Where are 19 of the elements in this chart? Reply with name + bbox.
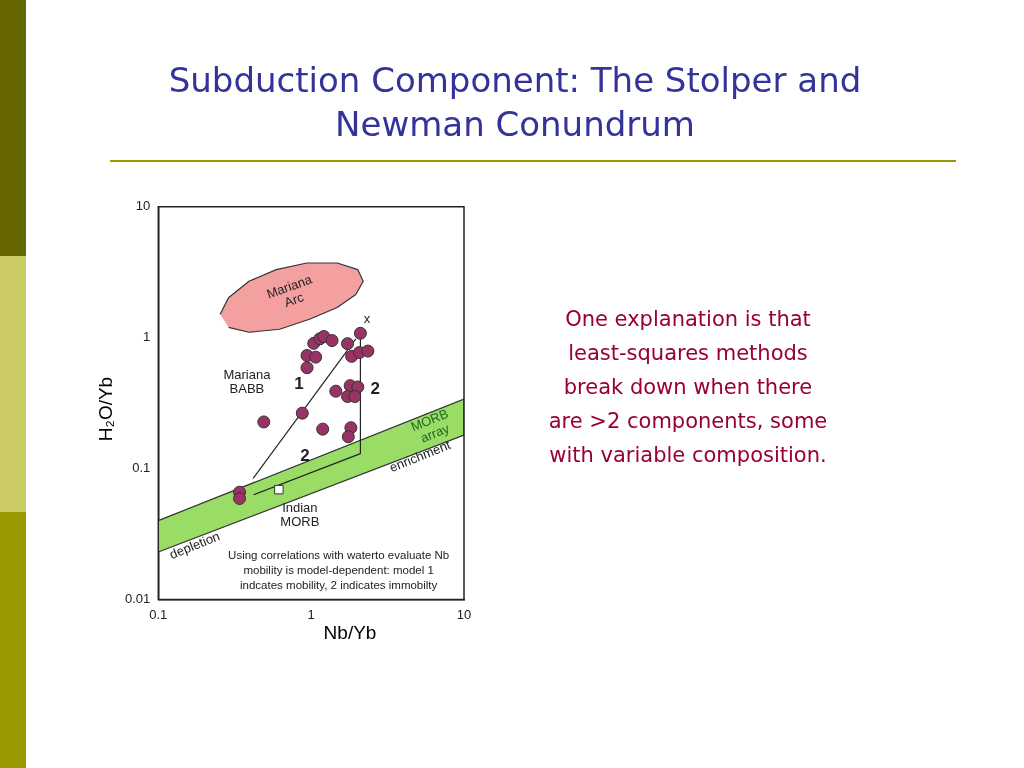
x-tick-label: 0.1 — [149, 606, 168, 622]
annotation: Using correlations with waterto evaluate Nb mobility is model-dependent: model 1 indcates mobility, 2 indicates immobilty — [228, 548, 450, 591]
annotation: Mariana Arc — [264, 271, 315, 311]
annotation: Indian MORB — [280, 499, 320, 529]
y-tick-label: 0.1 — [132, 460, 151, 476]
y-tick-label: 1 — [143, 329, 151, 345]
annotation: 2 — [300, 445, 310, 465]
x-axis-title: Nb/Yb — [322, 622, 378, 644]
chart-title: Subduction Component: The Stolper and Newman Conundrum — [167, 59, 863, 146]
y-tick-label: 0.01 — [124, 590, 151, 606]
y-axis-title: H₂O/Yb — [95, 375, 117, 444]
x-tick-label: 1 — [307, 606, 315, 622]
annotation: x — [363, 311, 371, 327]
annotation: 2 — [370, 379, 381, 399]
x-tick-label: 10 — [456, 606, 472, 622]
annotation: Mariana BABB — [223, 367, 272, 397]
y-tick-label: 10 — [135, 198, 151, 214]
text: One explanation is that least-squares methods break down when there are >2 components, some with variable composition. — [548, 306, 828, 469]
annotation: 1 — [294, 373, 304, 393]
